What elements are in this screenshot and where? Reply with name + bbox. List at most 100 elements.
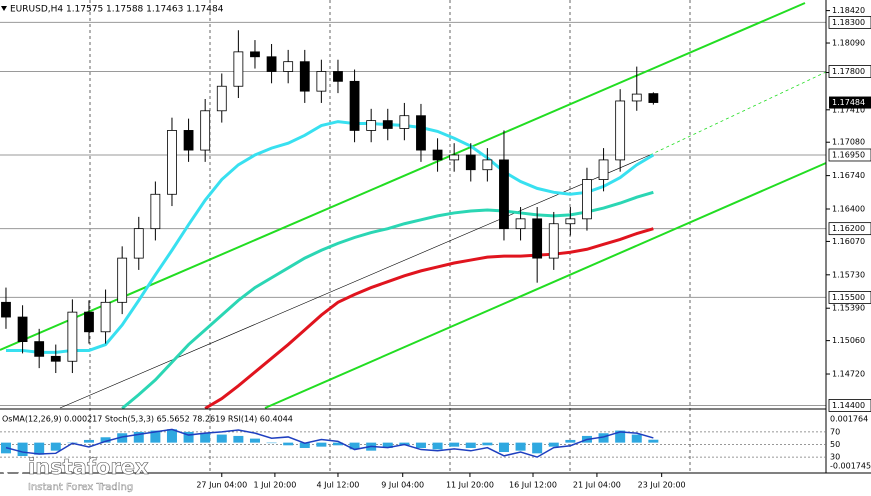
osma-bar xyxy=(498,442,509,453)
level-label: 1.16200 xyxy=(832,224,865,233)
candle-body xyxy=(432,149,443,161)
osma-bar xyxy=(548,442,559,447)
candle-body xyxy=(133,228,144,259)
x-tick-label: 21 Jul 04:00 xyxy=(573,481,621,490)
x-tick-label: 16 Jul 12:00 xyxy=(509,481,557,490)
level-box xyxy=(828,291,871,304)
y-tick-label: 1.15060 xyxy=(832,336,865,345)
osma-bar xyxy=(332,442,343,446)
level-label: 1.18300 xyxy=(832,18,865,27)
candle-body xyxy=(499,159,509,230)
osma-bar xyxy=(117,433,128,443)
candle-body xyxy=(333,71,343,82)
y-tick-label: 1.18090 xyxy=(832,39,865,48)
candle-body xyxy=(349,80,360,131)
x-tick-label: 9 Jul 04:00 xyxy=(381,481,424,490)
logo-icon xyxy=(2,457,24,479)
y-tick-label: 1.16740 xyxy=(832,171,865,180)
osma-bar xyxy=(316,442,327,447)
level-box xyxy=(828,148,871,162)
moving-average xyxy=(121,190,654,410)
level-label: 1.15500 xyxy=(832,293,865,302)
candle-body xyxy=(482,159,493,171)
candle-body xyxy=(582,179,592,220)
osma-bar xyxy=(17,442,28,457)
level-label: 1.17800 xyxy=(832,67,865,76)
candle-body xyxy=(283,61,294,72)
trend-line xyxy=(59,154,651,409)
y-tick-label: 1.17080 xyxy=(832,138,865,147)
candle-body xyxy=(266,56,277,72)
channel-upper xyxy=(0,2,806,351)
candle-body xyxy=(233,51,244,87)
osma-bar xyxy=(283,442,294,446)
x-tick-label: 4 Jul 12:00 xyxy=(317,481,360,490)
osma-bar xyxy=(166,429,177,443)
level-label: 1.16950 xyxy=(832,150,865,159)
osma-bar xyxy=(482,442,493,446)
candle-body xyxy=(250,51,260,58)
current-price-box xyxy=(829,96,871,109)
candle-body xyxy=(615,100,626,161)
price-axis: 1.184201.180901.177901.174101.170801.167… xyxy=(826,6,871,412)
candle-body xyxy=(631,93,642,102)
y-tick-label: 1.16070 xyxy=(832,237,865,246)
rsi-line xyxy=(5,428,654,458)
candle-body xyxy=(100,301,111,333)
x-tick-label: 1 Jul 20:00 xyxy=(253,481,296,490)
candle-body xyxy=(382,120,393,129)
chart-title: EURUSD,H4 1.17575 1.17588 1.17463 1.1748… xyxy=(10,5,224,15)
candle-body xyxy=(50,355,61,362)
osma-bar xyxy=(648,439,659,443)
osma-bar xyxy=(615,430,626,443)
y-tick-label: 1.15390 xyxy=(832,304,865,313)
osma-bar xyxy=(50,442,61,451)
osma-bar xyxy=(299,442,310,448)
candle-body xyxy=(183,130,194,151)
osma-bar xyxy=(133,431,144,443)
indicator-panel: 70 50 30-0.001745 0.001764 xyxy=(0,415,871,471)
candle-body xyxy=(150,193,161,230)
indicator-title: OsMA(12,26,9) 0.000217 Stoch(5,3,3) 65.5… xyxy=(2,415,293,424)
level-box xyxy=(828,399,871,412)
osma-bar xyxy=(598,433,609,443)
channel-lower xyxy=(264,162,827,409)
osma-tick-label: -0.001745 xyxy=(830,462,871,471)
candle-body xyxy=(200,110,211,151)
title-arrow xyxy=(1,6,7,11)
moving-average xyxy=(5,120,655,354)
y-tick-label: 1.14720 xyxy=(832,370,865,379)
logo: instaforex Instant Forex Trading xyxy=(2,455,149,493)
osma-bar xyxy=(200,433,211,443)
osma-bar xyxy=(150,430,161,443)
candle-body xyxy=(167,130,177,195)
candle-body xyxy=(565,218,576,225)
vertical-grid xyxy=(89,0,691,473)
candle-body xyxy=(366,120,377,131)
candle-body xyxy=(216,85,227,112)
trend-extension xyxy=(649,71,827,156)
candle-body xyxy=(17,316,28,343)
rsi-tick-label: 30 xyxy=(830,453,840,462)
candle-body xyxy=(449,154,460,161)
osma-tick-label: 0.001764 xyxy=(830,415,868,424)
candles xyxy=(1,30,659,374)
osma-bar xyxy=(249,438,260,443)
osma-bar xyxy=(449,442,460,447)
moving-averages xyxy=(5,120,655,410)
osma-bar xyxy=(515,442,526,451)
y-tick-label: 1.17410 xyxy=(832,105,865,114)
osma-bar xyxy=(631,434,642,443)
osma-bar xyxy=(83,439,94,443)
candle-body xyxy=(117,257,128,303)
candle-body xyxy=(67,311,78,362)
y-tick-label: 1.16400 xyxy=(832,205,865,214)
osma-bar xyxy=(216,434,227,443)
osma-bar xyxy=(34,442,45,455)
candle-body xyxy=(416,115,426,151)
y-tick-label: 1.15730 xyxy=(832,270,865,279)
osma-bar xyxy=(266,442,277,444)
candle-body xyxy=(1,301,11,318)
candle-body xyxy=(299,61,310,92)
